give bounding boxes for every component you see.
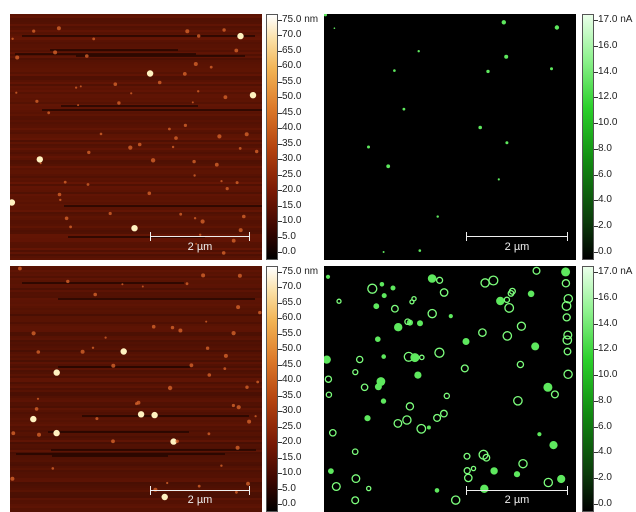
topography-colorbar-tick: 65.0 — [277, 296, 302, 308]
topography-colorbar-tick: 0.0 — [278, 246, 296, 257]
topography-colorbar-tick: 55.0 — [277, 75, 302, 87]
current-colorbar-tick: 12.0 — [593, 91, 618, 103]
topography-image-top — [10, 14, 262, 260]
topography-colorbar-tick: 60.0 — [277, 60, 302, 72]
topography-colorbar-tick: 70.0 — [277, 29, 302, 41]
current-image-top — [324, 14, 576, 260]
topography-colorbar-bottom — [266, 266, 278, 512]
scale-bar-label-top-left: 2 µm — [187, 241, 213, 253]
topography-colorbar-tick: 30.0 — [277, 405, 302, 417]
topography-colorbar-tick: 35.0 — [277, 389, 302, 401]
current-texture-bottom — [324, 266, 576, 512]
topography-colorbar-tick: 50.0 — [277, 91, 302, 103]
topography-colorbar-tick: 10.0 — [277, 215, 302, 227]
current-colorbar-tick: 4.0 — [594, 446, 612, 458]
topography-colorbar-tick: 55.0 — [277, 327, 302, 339]
current-colorbar-tick: 16.0 — [593, 291, 618, 303]
scale-bar-top-right — [466, 232, 568, 242]
topography-colorbar-tick: 15.0 — [277, 199, 302, 211]
topography-colorbar-tick: 30.0 — [277, 153, 302, 165]
topography-colorbar-tick: 5.0 — [278, 230, 296, 242]
topography-colorbar-tick: 35.0 — [277, 137, 302, 149]
scale-bar-bottom-left — [150, 486, 250, 496]
topography-colorbar-tick: 60.0 — [277, 312, 302, 324]
current-colorbar-tick: 2.0 — [594, 472, 612, 484]
current-colorbar-tick: 10.0 — [593, 369, 618, 381]
current-colorbar-tick: 4.0 — [594, 194, 612, 206]
topography-colorbar-tick: 10.0 — [277, 467, 302, 479]
topography-colorbar-tick: 20.0 — [277, 184, 302, 196]
topography-colorbar-tick: 50.0 — [277, 343, 302, 355]
current-texture-top — [324, 14, 576, 260]
current-colorbar-bottom — [582, 266, 594, 512]
current-colorbar-tick: 14.0 — [593, 65, 618, 77]
topography-colorbar-tick: 20.0 — [277, 436, 302, 448]
topography-texture-top — [10, 14, 262, 260]
current-colorbar-top — [582, 14, 594, 260]
scale-bar-bottom-right — [466, 486, 568, 496]
topography-colorbar-tick: 40.0 — [277, 374, 302, 386]
current-colorbar-tick: 2.0 — [594, 220, 612, 232]
current-colorbar-tick: 0.0 — [594, 246, 612, 257]
current-colorbar-tick: 14.0 — [593, 317, 618, 329]
current-colorbar-tick: 8.0 — [594, 142, 612, 154]
scale-bar-label-bottom-right: 2 µm — [504, 494, 530, 506]
topography-colorbar-tick: 75.0 nm — [277, 14, 319, 25]
topography-colorbar-tick: 75.0 nm — [277, 266, 319, 277]
topography-colorbar-tick: 45.0 — [277, 358, 302, 370]
scale-bar-label-bottom-left: 2 µm — [187, 494, 213, 506]
topography-colorbar-tick: 40.0 — [277, 122, 302, 134]
current-colorbar-tick: 8.0 — [594, 394, 612, 406]
current-image-bottom — [324, 266, 576, 512]
topography-colorbar-tick: 15.0 — [277, 451, 302, 463]
current-colorbar-tick: 16.0 — [593, 39, 618, 51]
topography-colorbar-tick: 45.0 — [277, 106, 302, 118]
current-colorbar-tick: 6.0 — [594, 420, 612, 432]
scale-bar-label-top-right: 2 µm — [504, 241, 530, 253]
topography-colorbar-tick: 65.0 — [277, 44, 302, 56]
topography-colorbar-tick: 70.0 — [277, 281, 302, 293]
topography-texture-bottom — [10, 266, 262, 512]
topography-image-bottom — [10, 266, 262, 512]
current-colorbar-tick: 0.0 — [594, 498, 612, 509]
current-colorbar-tick: 10.0 — [593, 117, 618, 129]
topography-colorbar-top — [266, 14, 278, 260]
current-colorbar-tick: 17.0 nA — [593, 14, 633, 25]
topography-colorbar-tick: 0.0 — [278, 498, 296, 509]
topography-colorbar-tick: 25.0 — [277, 420, 302, 432]
current-colorbar-tick: 12.0 — [593, 343, 618, 355]
scale-bar-top-left — [150, 232, 250, 242]
current-colorbar-tick: 17.0 nA — [593, 266, 633, 277]
current-colorbar-tick: 6.0 — [594, 168, 612, 180]
topography-colorbar-tick: 25.0 — [277, 168, 302, 180]
topography-colorbar-tick: 5.0 — [278, 482, 296, 494]
